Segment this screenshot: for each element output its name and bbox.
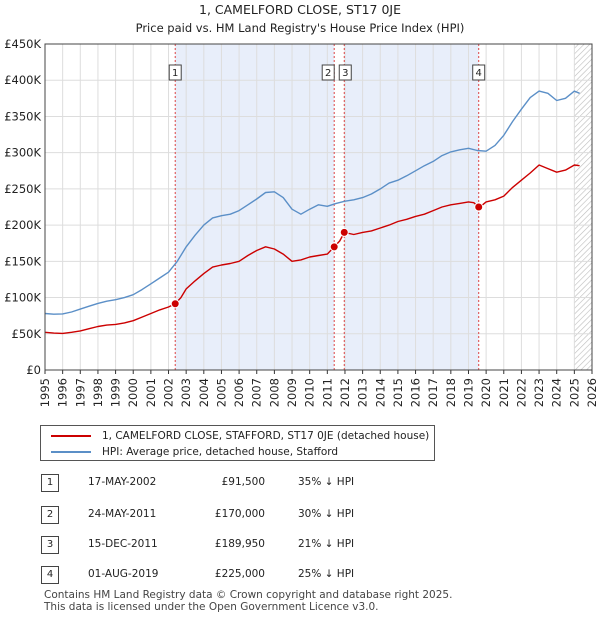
transaction-marker-label: 2: [325, 68, 331, 79]
legend-property-label: 1, CAMELFORD CLOSE, STAFFORD, ST17 0JE (…: [102, 430, 430, 442]
y-tick-label: £100K: [4, 291, 41, 305]
x-tick-label: 2025: [567, 378, 581, 407]
price-chart: 1, CAMELFORD CLOSE, ST17 0JE Price paid …: [4, 2, 599, 407]
x-tick-label: 1997: [73, 378, 87, 407]
transaction-number-badge: 1: [41, 474, 59, 492]
y-tick-label: £150K: [4, 254, 41, 268]
transaction-price: £170,000: [214, 508, 265, 520]
hpi-series-line: [44, 90, 580, 315]
transaction-price: £189,950: [214, 538, 265, 550]
ownership-period-shade: [175, 44, 335, 370]
transaction-marker-badge: [168, 64, 182, 81]
y-tick-label: £450K: [4, 37, 41, 51]
x-tick-label: 2024: [550, 378, 564, 407]
x-tick-label: 2007: [250, 378, 264, 407]
y-tick-label: £200K: [4, 218, 41, 232]
transaction-number-badge: 2: [41, 506, 59, 524]
footer-attribution: Contains HM Land Registry data © Crown c…: [44, 589, 452, 613]
x-tick-label: 2013: [356, 378, 370, 407]
footer-copyright: Contains HM Land Registry data © Crown c…: [44, 589, 453, 601]
y-tick-label: £0: [26, 363, 41, 377]
transaction-point: [474, 202, 484, 212]
transaction-price: £91,500: [221, 476, 265, 488]
transaction-point: [329, 242, 339, 252]
transaction-row: 4 01-AUG-2019 £225,000 25% ↓ HPI: [40, 566, 460, 584]
x-tick-label: 2016: [409, 378, 423, 407]
transaction-marker-label: 1: [172, 68, 178, 79]
transaction-hpi-diff: 30% ↓ HPI: [298, 508, 355, 520]
x-tick-label: 2012: [338, 378, 352, 407]
x-tick-label: 2022: [514, 378, 528, 407]
x-tick-label: 2020: [479, 378, 493, 407]
chart-subtitle: Price paid vs. HM Land Registry's House …: [136, 21, 465, 35]
x-tick-label: 2023: [532, 378, 546, 407]
transaction-marker-badge: [321, 64, 335, 81]
x-tick-label: 2003: [179, 378, 193, 407]
transaction-marker-badge: [472, 64, 486, 81]
transaction-point: [339, 227, 349, 237]
x-tick-label: 2017: [426, 378, 440, 407]
transaction-hpi-diff: 21% ↓ HPI: [298, 538, 355, 550]
x-tick-label: 2014: [373, 378, 387, 407]
property-price-series-line: [44, 164, 580, 335]
legend-item-property: 1, CAMELFORD CLOSE, STAFFORD, ST17 0JE (…: [51, 428, 429, 444]
plot-border: [44, 43, 593, 371]
x-tick-label: 2006: [232, 378, 246, 407]
transaction-point: [170, 299, 180, 309]
future-hatch-area: [574, 44, 592, 370]
chart-legend: 1, CAMELFORD CLOSE, STAFFORD, ST17 0JE (…: [40, 425, 435, 461]
x-tick-label: 1999: [109, 378, 123, 407]
x-tick-label: 2005: [214, 378, 228, 407]
transaction-date: 17-MAY-2002: [88, 476, 157, 488]
legend-red-swatch: [51, 435, 91, 437]
transaction-number-badge: 3: [41, 536, 59, 554]
x-tick-label: 2002: [162, 378, 176, 407]
x-tick-label: 2018: [444, 378, 458, 407]
ownership-period-shade: [344, 44, 479, 370]
transaction-number-badge: 4: [41, 566, 59, 584]
transaction-date: 15-DEC-2011: [88, 538, 158, 550]
x-tick-label: 1995: [38, 378, 52, 407]
y-tick-label: £400K: [4, 73, 41, 87]
transaction-date: 24-MAY-2011: [88, 508, 157, 520]
y-tick-label: £250K: [4, 182, 41, 196]
x-tick-label: 2026: [585, 378, 599, 407]
transaction-price: £225,000: [214, 568, 265, 580]
x-tick-label: 1996: [56, 378, 70, 407]
x-tick-label: 2019: [461, 378, 475, 407]
transaction-date: 01-AUG-2019: [88, 568, 159, 580]
footer-licence: This data is licensed under the Open Gov…: [44, 601, 379, 613]
x-tick-label: 1998: [91, 378, 105, 407]
transaction-hpi-diff: 25% ↓ HPI: [298, 568, 355, 580]
legend-blue-swatch: [51, 451, 91, 453]
transaction-hpi-diff: 35% ↓ HPI: [298, 476, 355, 488]
transaction-marker-label: 4: [476, 68, 482, 79]
legend-item-hpi: HPI: Average price, detached house, Staf…: [51, 444, 338, 460]
x-tick-label: 2015: [391, 378, 405, 407]
transaction-row: 1 17-MAY-2002 £91,500 35% ↓ HPI: [40, 474, 460, 492]
transaction-row: 3 15-DEC-2011 £189,950 21% ↓ HPI: [40, 536, 460, 554]
chart-title: 1, CAMELFORD CLOSE, ST17 0JE: [199, 2, 401, 17]
x-tick-label: 2011: [320, 378, 334, 407]
x-tick-label: 2004: [197, 378, 211, 407]
transaction-marker-badge: [338, 64, 352, 81]
x-tick-label: 2008: [267, 378, 281, 407]
y-tick-label: £350K: [4, 109, 41, 123]
x-tick-label: 2009: [285, 378, 299, 407]
x-tick-label: 2000: [126, 378, 140, 407]
x-tick-label: 2001: [144, 378, 158, 407]
legend-hpi-label: HPI: Average price, detached house, Staf…: [102, 446, 339, 458]
y-tick-label: £50K: [12, 327, 42, 341]
transaction-marker-label: 3: [342, 68, 348, 79]
x-tick-label: 2010: [303, 378, 317, 407]
transaction-row: 2 24-MAY-2011 £170,000 30% ↓ HPI: [40, 506, 460, 524]
x-tick-label: 2021: [497, 378, 511, 407]
y-tick-label: £300K: [4, 146, 41, 160]
